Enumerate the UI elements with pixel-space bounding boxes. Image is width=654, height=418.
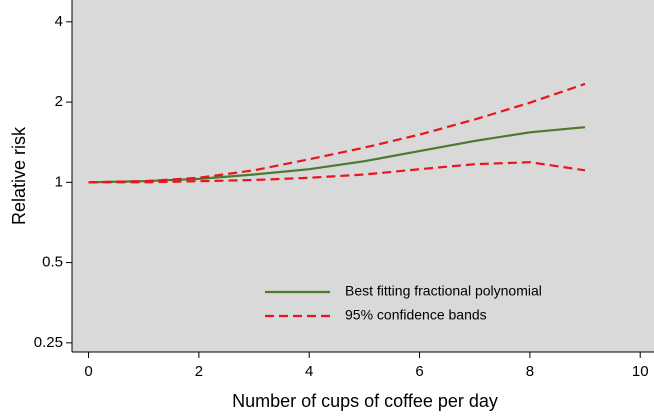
x-tick-label: 8 <box>526 363 534 380</box>
x-tick-label: 2 <box>195 363 203 380</box>
plot-area <box>72 0 654 352</box>
series-line <box>88 82 586 184</box>
y-axis-label: Relative risk <box>9 126 29 225</box>
x-tick-label: 4 <box>305 363 313 380</box>
x-tick-label: 0 <box>84 363 92 380</box>
series-line <box>88 126 586 184</box>
y-tick-label: 0.25 <box>34 334 63 351</box>
series-line <box>88 161 586 184</box>
y-tick-label: 1 <box>55 173 63 190</box>
y-tick-label: 2 <box>55 93 63 110</box>
y-tick-label: 0.5 <box>42 254 63 271</box>
x-tick-label: 10 <box>632 363 649 380</box>
y-tick-label: 4 <box>55 13 63 30</box>
x-axis-label: Number of cups of coffee per day <box>232 391 498 411</box>
legend-label: 95% confidence bands <box>345 307 487 323</box>
x-tick-label: 6 <box>415 363 423 380</box>
legend-label: Best fitting fractional polynomial <box>345 283 542 299</box>
